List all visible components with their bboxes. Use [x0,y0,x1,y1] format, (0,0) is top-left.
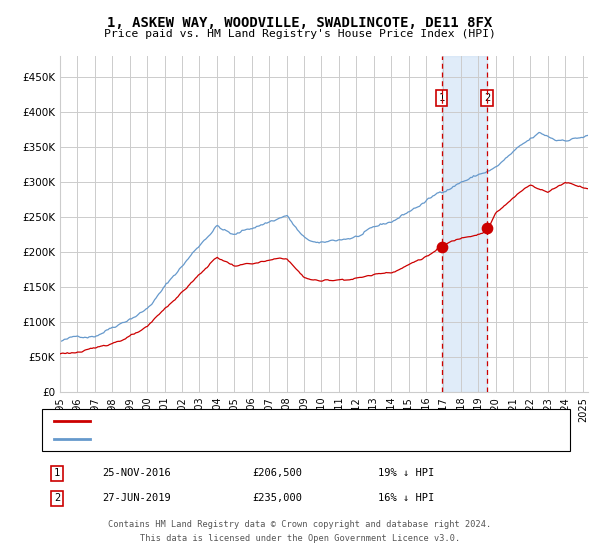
Text: 19% ↓ HPI: 19% ↓ HPI [378,468,434,478]
Text: 2: 2 [54,493,60,503]
Text: Contains HM Land Registry data © Crown copyright and database right 2024.: Contains HM Land Registry data © Crown c… [109,520,491,529]
Text: 2: 2 [484,93,490,103]
Text: 1: 1 [439,93,445,103]
Bar [442,56,487,392]
Text: £206,500: £206,500 [252,468,302,478]
Text: £235,000: £235,000 [252,493,302,503]
Text: 1: 1 [54,468,60,478]
Text: This data is licensed under the Open Government Licence v3.0.: This data is licensed under the Open Gov… [140,534,460,543]
Text: 27-JUN-2019: 27-JUN-2019 [102,493,171,503]
Text: 1, ASKEW WAY, WOODVILLE, SWADLINCOTE, DE11 8FX: 1, ASKEW WAY, WOODVILLE, SWADLINCOTE, DE… [107,16,493,30]
Text: 25-NOV-2016: 25-NOV-2016 [102,468,171,478]
Point [482,223,492,232]
Text: 1, ASKEW WAY, WOODVILLE, SWADLINCOTE, DE11 8FX (detached house): 1, ASKEW WAY, WOODVILLE, SWADLINCOTE, DE… [96,416,466,426]
Text: Price paid vs. HM Land Registry's House Price Index (HPI): Price paid vs. HM Land Registry's House … [104,29,496,39]
Text: HPI: Average price, detached house, North West Leicestershire: HPI: Average price, detached house, Nort… [96,434,454,444]
Point [437,243,446,252]
Text: 16% ↓ HPI: 16% ↓ HPI [378,493,434,503]
